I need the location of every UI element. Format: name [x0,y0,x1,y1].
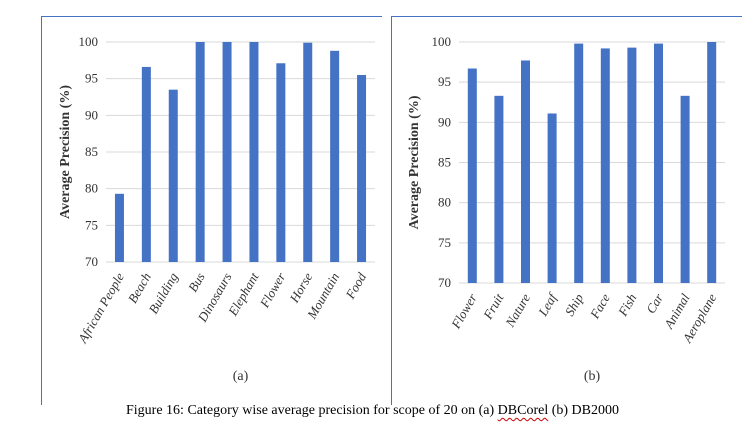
x-tick-label: Food [342,270,369,303]
bar [600,48,610,283]
bar [330,50,340,262]
bar [654,43,663,284]
x-tick-label: Car [643,290,667,316]
bar [249,42,259,262]
bar [680,95,690,283]
y-tick-label: 90 [85,107,98,122]
x-tick-label: Flower [448,290,481,332]
bar [222,42,232,262]
y-tick-label: 100 [79,34,99,49]
y-axis-label: Average Precision (%) [407,95,422,229]
caption-flagged-word: DBCorel [497,403,549,418]
bar [303,42,313,262]
bar [114,193,124,262]
y-tick-label: 95 [85,71,98,86]
caption-text-end: (b) DB2000 [548,403,619,418]
y-tick-label: 85 [85,144,98,159]
bar [627,47,637,283]
y-tick-label: 80 [85,181,98,196]
bar [547,113,557,283]
y-tick-label: 70 [438,275,451,290]
x-tick-label: Bus [185,270,208,294]
bar [276,63,286,263]
x-tick-label: Face [586,291,613,322]
y-tick-label: 75 [85,217,98,232]
bar [141,66,151,262]
y-tick-label: 75 [438,235,451,250]
y-tick-label: 80 [438,195,451,210]
bar [467,68,477,283]
bar [574,43,584,284]
y-axis-label: Average Precision (%) [58,85,73,219]
caption-text-start: Figure 16: Category wise average precisi… [126,403,498,418]
y-tick-label: 90 [438,114,451,129]
bar [357,75,367,262]
x-tick-label: Flower [256,269,289,311]
x-tick-label: Fish [614,291,639,319]
x-tick-label: Fruit [480,291,507,323]
y-tick-label: 70 [85,254,98,269]
panel-subcaption: (b) [584,369,601,384]
x-tick-label: African People [74,270,127,346]
x-tick-label: Ship [562,291,587,319]
bar [521,60,530,283]
figure-caption: Figure 16: Category wise average precisi… [0,403,745,419]
y-tick-label: 95 [438,74,451,89]
y-tick-label: 100 [432,34,452,49]
chart-panel-b: 70 75 80 85 90 95 100 Flower Fruit Nature Leaf Ship… [391,16,742,405]
bar [195,42,205,262]
bar [494,95,504,283]
y-tick-label: 85 [438,155,451,170]
x-tick-label: Nature [502,291,533,330]
panel-subcaption: (a) [233,369,249,384]
bar [168,89,178,263]
chart-panel-a: 70 75 80 85 90 95 100 African People Beach Buildi… [41,16,382,405]
x-tick-label: Leaf [535,289,561,319]
bar [707,42,717,283]
